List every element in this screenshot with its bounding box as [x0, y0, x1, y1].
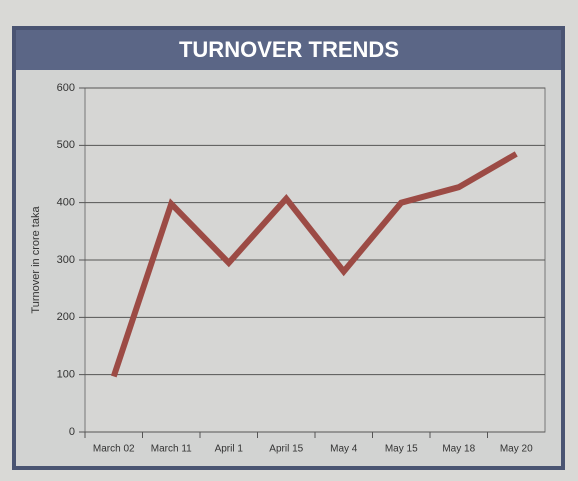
- x-tick-label: May 4: [330, 444, 358, 455]
- y-tick-label: 0: [69, 426, 75, 438]
- x-tick-label: April 15: [269, 444, 303, 455]
- x-tick-label: April 1: [215, 444, 244, 455]
- title-bar: [16, 30, 561, 70]
- y-axis-label: Turnover in crore taka: [30, 206, 42, 314]
- x-tick-label: May 20: [500, 444, 533, 455]
- y-tick-label: 200: [57, 311, 75, 323]
- y-tick-label: 600: [57, 82, 75, 94]
- chart-title: TURNOVER TRENDS: [179, 37, 399, 62]
- x-tick-label: May 15: [385, 444, 418, 455]
- x-tick-label: March 11: [151, 444, 192, 455]
- x-tick-label: March 02: [93, 444, 135, 455]
- y-tick-label: 400: [57, 197, 75, 209]
- y-tick-label: 300: [57, 254, 75, 266]
- y-tick-label: 100: [57, 369, 75, 381]
- data-line: [110, 151, 518, 378]
- x-tick-label: May 18: [442, 444, 475, 455]
- y-tick-label: 500: [57, 139, 75, 151]
